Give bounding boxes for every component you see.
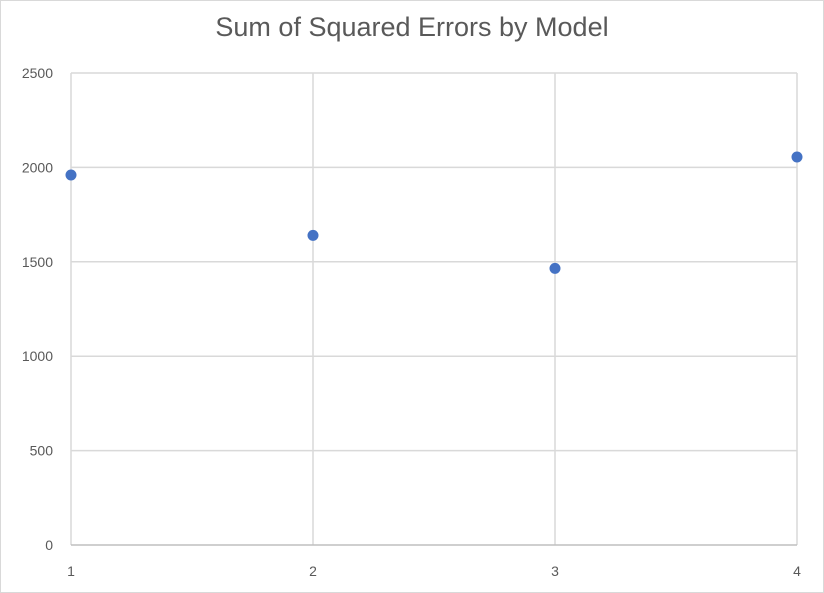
axis-layer: 0 500 1000 1500 2000 2500 1 2 3 4 — [22, 65, 801, 579]
y-tick-label: 2500 — [22, 65, 53, 81]
y-tick-label: 0 — [45, 537, 53, 553]
y-tick-label: 1500 — [22, 254, 53, 270]
y-tick-label: 1000 — [22, 348, 53, 364]
x-tick-label: 4 — [793, 563, 801, 579]
data-point — [549, 262, 561, 274]
points-layer — [65, 151, 803, 274]
x-tick-label: 3 — [551, 563, 559, 579]
grid-layer — [70, 72, 798, 545]
y-tick-label: 500 — [30, 443, 54, 459]
x-tick-label: 1 — [67, 563, 75, 579]
y-tick-label: 2000 — [22, 159, 53, 175]
chart-title: Sum of Squared Errors by Model — [215, 12, 609, 42]
x-tick-label: 2 — [309, 563, 317, 579]
data-point — [791, 151, 803, 163]
data-point — [307, 229, 319, 241]
data-point — [65, 169, 77, 181]
